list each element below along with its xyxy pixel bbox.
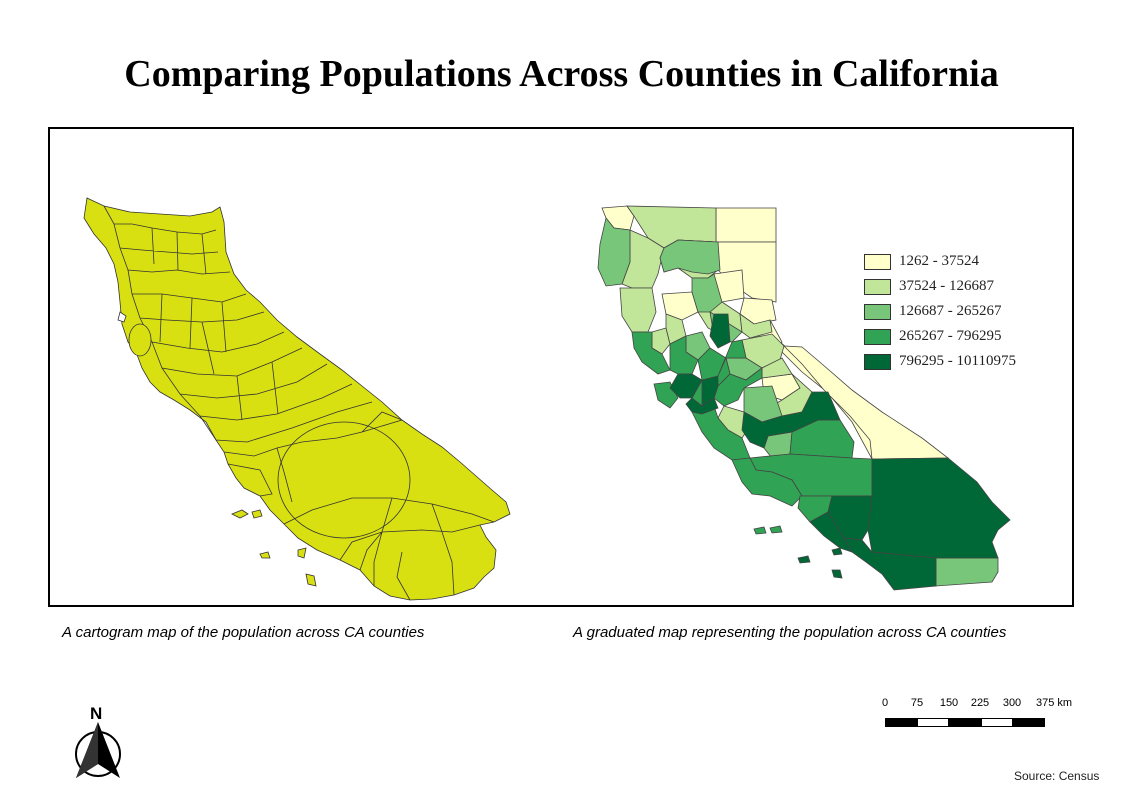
scale-segment bbox=[917, 718, 949, 727]
cartogram-coastal-county bbox=[128, 323, 152, 357]
county-polygon bbox=[669, 335, 699, 375]
county-polygon bbox=[717, 339, 747, 377]
legend-item: 37524 - 126687 bbox=[864, 274, 1016, 299]
county-polygon bbox=[753, 526, 767, 535]
north-label: N bbox=[90, 704, 103, 723]
legend-label: 265267 - 796295 bbox=[899, 328, 1002, 344]
county-polygon bbox=[659, 239, 721, 275]
county-polygon bbox=[715, 207, 777, 243]
scale-label: 75 bbox=[910, 697, 924, 709]
scale-label: 0 bbox=[881, 697, 889, 709]
graduated-map bbox=[597, 205, 1011, 591]
map-title: Comparing Populations Across Counties in… bbox=[124, 53, 999, 95]
county-polygon bbox=[741, 391, 841, 449]
legend-swatch bbox=[864, 328, 891, 345]
legend-label: 37524 - 126687 bbox=[899, 278, 994, 294]
county-polygon bbox=[619, 287, 657, 333]
cartogram-island bbox=[231, 509, 249, 519]
scale-segment bbox=[885, 718, 917, 727]
cartogram-island bbox=[297, 547, 307, 559]
legend-label: 1262 - 37524 bbox=[899, 253, 979, 269]
legend-swatch bbox=[864, 278, 891, 295]
cartogram-caption: A cartogram map of the population across… bbox=[62, 624, 425, 641]
county-polygon bbox=[843, 537, 937, 591]
cartogram-map bbox=[83, 197, 511, 601]
cartogram-island bbox=[259, 551, 271, 559]
county-polygon bbox=[831, 547, 843, 556]
legend-label: 126687 - 265267 bbox=[899, 303, 1002, 319]
county-polygon bbox=[831, 569, 843, 579]
legend-swatch bbox=[864, 303, 891, 320]
county-polygon bbox=[691, 405, 751, 461]
scale-label: 300 bbox=[1002, 697, 1022, 709]
legend-swatch bbox=[864, 253, 891, 270]
legend-item: 265267 - 796295 bbox=[864, 324, 1016, 349]
county-polygon bbox=[701, 375, 719, 407]
cartogram-outline bbox=[83, 197, 511, 601]
county-polygon bbox=[691, 273, 723, 313]
legend-item: 126687 - 265267 bbox=[864, 299, 1016, 324]
maps-canvas bbox=[83, 197, 1011, 601]
scale-label: 375 km bbox=[1035, 697, 1073, 709]
county-polygon bbox=[797, 555, 811, 564]
legend-label: 796295 - 10110975 bbox=[899, 353, 1016, 369]
county-polygon bbox=[713, 367, 763, 407]
scale-segment bbox=[1013, 718, 1045, 727]
cartogram-county-lines bbox=[103, 205, 495, 601]
cartogram-large-county bbox=[277, 421, 411, 539]
county-polygon bbox=[661, 291, 699, 321]
scale-segment bbox=[981, 718, 1013, 727]
north-arrow-icon bbox=[75, 722, 121, 778]
scale-label: 225 bbox=[970, 697, 990, 709]
county-polygon bbox=[769, 525, 783, 534]
county-polygon bbox=[597, 217, 631, 287]
scale-segment bbox=[949, 718, 981, 727]
source-credit: Source: Census bbox=[1014, 769, 1100, 783]
county-polygon bbox=[809, 511, 853, 553]
map-legend: 1262 - 37524 37524 - 126687 126687 - 265… bbox=[864, 249, 1016, 374]
legend-swatch bbox=[864, 353, 891, 370]
map-frame bbox=[48, 127, 1074, 607]
legend-item: 796295 - 10110975 bbox=[864, 349, 1016, 374]
county-polygon bbox=[935, 557, 999, 587]
county-polygon bbox=[867, 457, 1011, 559]
legend-item: 1262 - 37524 bbox=[864, 249, 1016, 274]
graduated-map-caption: A graduated map representing the populat… bbox=[573, 624, 1007, 641]
cartogram-island bbox=[251, 509, 263, 519]
county-polygon bbox=[709, 313, 731, 349]
cartogram-island bbox=[305, 573, 317, 587]
cartogram-bay-notch bbox=[117, 311, 127, 323]
scale-label: 150 bbox=[939, 697, 959, 709]
